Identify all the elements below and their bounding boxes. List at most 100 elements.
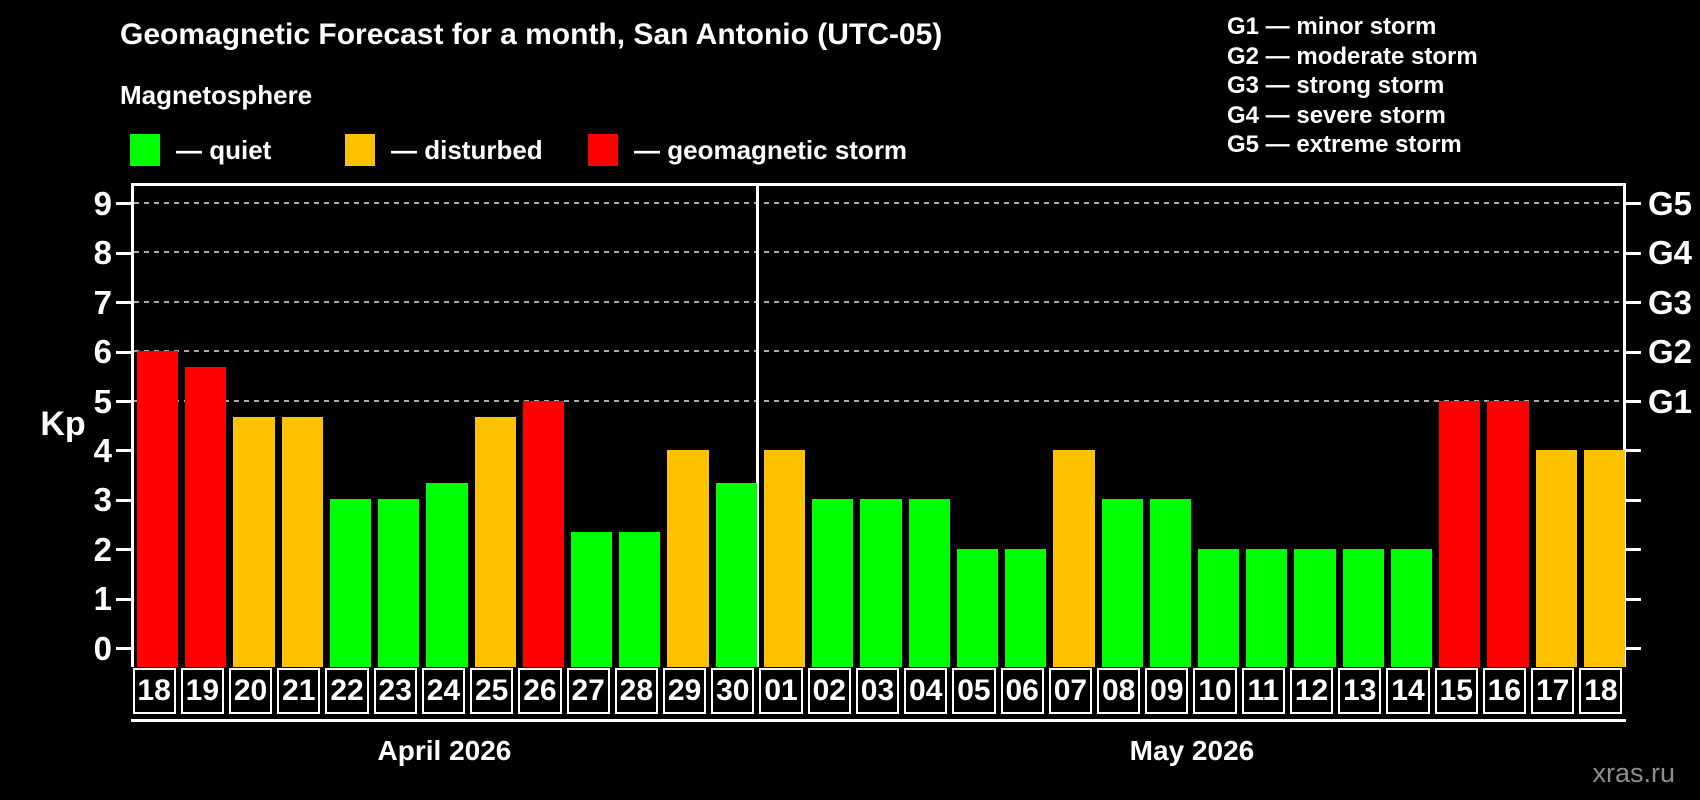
kp-bar xyxy=(1487,400,1529,667)
kp-bar xyxy=(137,351,179,667)
g-tick xyxy=(1626,301,1641,305)
kp-bar xyxy=(667,449,709,667)
day-label-box: 18 xyxy=(132,668,176,714)
day-label-box: 07 xyxy=(1048,668,1092,714)
magnetosphere-label: Magnetosphere xyxy=(120,80,313,110)
kp-tick-label: 2 xyxy=(93,530,112,568)
day-label-box: 26 xyxy=(518,668,562,714)
kp-tick xyxy=(116,251,131,255)
legend-label: — geomagnetic storm xyxy=(634,134,908,165)
g-tick-label: G5 xyxy=(1648,184,1693,222)
g-tick xyxy=(1626,498,1641,502)
kp-tick xyxy=(116,647,131,650)
g-scale-item: G2 — moderate storm xyxy=(1227,42,1478,70)
month-label: May 2026 xyxy=(1129,735,1255,766)
day-label-box: 28 xyxy=(614,668,658,714)
kp-bar xyxy=(860,499,902,667)
kp-tick-label: 5 xyxy=(93,382,112,420)
day-label-box: 15 xyxy=(1434,668,1478,714)
kp-tick xyxy=(116,301,131,305)
kp-tick-label: 7 xyxy=(93,283,112,321)
kp-bar xyxy=(1439,400,1481,667)
g-tick-label: G1 xyxy=(1648,382,1693,420)
kp-bar xyxy=(715,482,757,667)
kp-bar xyxy=(1101,499,1143,667)
day-label-box: 19 xyxy=(180,668,224,714)
day-axis: 18 19 20 21 22 23 24 25 26 27 28 29 30 01 02 03 04 05 06 07… xyxy=(131,668,1626,714)
kp-bar xyxy=(619,532,661,667)
g-tick xyxy=(1626,597,1641,601)
day-label-box: 22 xyxy=(325,668,369,714)
kp-bar xyxy=(329,499,372,667)
day-label-box: 18 xyxy=(1579,668,1623,714)
kp-tick-label: 3 xyxy=(93,481,112,519)
kp-bar xyxy=(1246,548,1288,667)
kp-bar xyxy=(908,499,950,667)
kp-bar xyxy=(426,482,468,667)
day-label-box: 10 xyxy=(1193,668,1237,714)
day-label-box: 06 xyxy=(1000,668,1044,714)
chart-title: Geomagnetic Forecast for a month, San An… xyxy=(120,18,943,51)
kp-bar xyxy=(763,449,806,667)
g-tick xyxy=(1626,548,1641,552)
month-label: April 2026 xyxy=(377,735,512,766)
kp-bar xyxy=(522,400,565,667)
kp-bar xyxy=(1149,499,1191,667)
gridline-kp9 xyxy=(134,201,1623,204)
g-scale-item: G5 — extreme storm xyxy=(1227,131,1462,158)
day-label-box: 03 xyxy=(855,668,900,714)
day-label-box: 16 xyxy=(1482,668,1527,714)
kp-bar xyxy=(474,416,516,667)
g-scale-item: G3 — strong storm xyxy=(1227,72,1445,99)
kp-bar xyxy=(1005,548,1047,667)
day-label-box: 17 xyxy=(1531,668,1575,714)
kp-tick-label: 9 xyxy=(93,184,112,222)
kp-tick xyxy=(116,350,131,354)
legend-label: — disturbed xyxy=(391,134,543,165)
g-tick xyxy=(1626,202,1641,206)
kp-bar xyxy=(1535,449,1577,667)
disturbed-swatch xyxy=(345,134,375,166)
g-tick-label: G3 xyxy=(1648,283,1693,321)
kp-bar xyxy=(1294,548,1336,667)
kp-bar xyxy=(1053,449,1095,667)
kp-tick-label: 0 xyxy=(93,629,112,667)
g-tick xyxy=(1626,449,1641,453)
kp-tick xyxy=(116,498,131,502)
kp-tick xyxy=(116,449,131,453)
day-label-box: 23 xyxy=(373,668,417,714)
plot-area xyxy=(131,183,1626,667)
day-label-box: 02 xyxy=(807,668,851,714)
kp-bar xyxy=(1583,449,1625,667)
day-label-box: 01 xyxy=(759,668,803,714)
g-tick-label: G4 xyxy=(1648,234,1693,272)
kp-tick-label: 4 xyxy=(93,431,112,469)
kp-bar xyxy=(185,367,227,667)
kp-tick xyxy=(116,548,131,552)
gridline-kp8 xyxy=(134,251,1623,254)
day-label-box: 14 xyxy=(1386,668,1430,714)
day-label-box: 30 xyxy=(711,668,755,714)
day-label-box: 08 xyxy=(1097,668,1141,714)
kp-tick xyxy=(116,202,131,206)
day-label-box: 20 xyxy=(228,668,273,714)
storm-swatch xyxy=(588,134,618,166)
kp-bar xyxy=(281,416,323,667)
kp-tick-label: 6 xyxy=(93,333,112,371)
g-scale-item: G1 — minor storm xyxy=(1227,13,1437,40)
kp-axis-title: Kp xyxy=(40,405,86,443)
watermark: xras.ru xyxy=(1592,758,1675,788)
day-label-box: 12 xyxy=(1289,668,1334,714)
gridline-kp5 xyxy=(134,399,1623,402)
kp-tick-label: 1 xyxy=(93,580,112,618)
kp-bar xyxy=(1390,548,1433,667)
legend-item-quiet: — quiet xyxy=(130,134,271,166)
kp-bar xyxy=(378,499,420,667)
legend-item-disturbed: — disturbed xyxy=(345,134,543,166)
kp-tick xyxy=(116,597,131,601)
kp-bar xyxy=(571,532,613,667)
day-label-box: 24 xyxy=(421,668,466,714)
day-label-box: 05 xyxy=(952,668,996,714)
day-label-box: 11 xyxy=(1241,668,1285,714)
